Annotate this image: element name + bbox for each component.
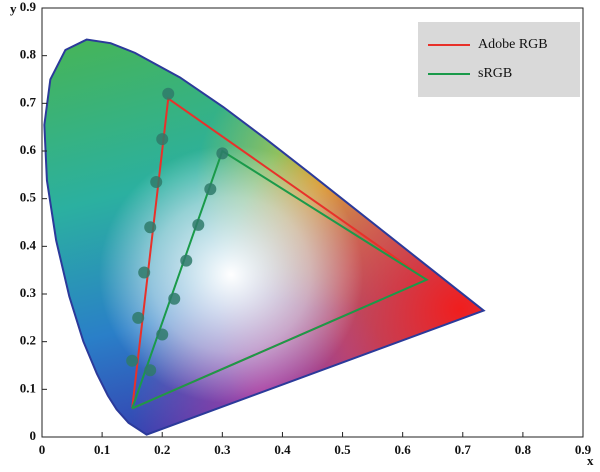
- y-tick-label: 0.5: [20, 190, 37, 205]
- x-tick-label: 0.8: [515, 442, 532, 457]
- y-tick-label: 0.6: [20, 142, 37, 157]
- y-tick-label: 0.1: [20, 380, 36, 395]
- marker: [216, 147, 229, 160]
- marker: [144, 364, 157, 377]
- marker: [126, 354, 139, 367]
- gamut-line: [131, 149, 429, 410]
- marker: [162, 87, 175, 100]
- x-tick-label: 0.9: [575, 442, 592, 457]
- x-tick-label: 0: [39, 442, 46, 457]
- x-axis-label: x: [587, 453, 594, 468]
- marker: [168, 292, 181, 305]
- marker: [180, 254, 193, 267]
- spectral-locus: [43, 38, 486, 436]
- y-tick-label: 0.7: [20, 94, 37, 109]
- y-tick-label: 0.8: [20, 47, 37, 62]
- marker: [156, 328, 169, 341]
- y-tick-label: 0.4: [20, 237, 37, 252]
- marker: [138, 266, 151, 279]
- x-tick-label: 0.7: [455, 442, 472, 457]
- marker: [192, 218, 205, 231]
- marker: [132, 311, 145, 324]
- y-tick-label: 0: [30, 428, 37, 443]
- x-tick-label: 0.2: [154, 442, 170, 457]
- y-tick-label: 0.9: [20, 0, 37, 14]
- x-tick-label: 0.4: [274, 442, 291, 457]
- x-tick-label: 0.5: [334, 442, 351, 457]
- legend-label: Adobe RGB: [478, 37, 548, 52]
- plot-frame: [41, 7, 584, 438]
- marker: [144, 221, 157, 234]
- gamut-fill: [44, 39, 482, 435]
- legend-box: [418, 22, 580, 97]
- marker: [150, 175, 163, 188]
- y-tick-label: 0.2: [20, 333, 36, 348]
- marker: [156, 133, 169, 146]
- legend-label: sRGB: [478, 66, 512, 81]
- marker: [204, 183, 217, 196]
- x-tick-label: 0.6: [395, 442, 412, 457]
- x-tick-label: 0.1: [94, 442, 110, 457]
- y-axis-label: y: [10, 1, 17, 16]
- x-tick-label: 0.3: [214, 442, 231, 457]
- y-tick-label: 0.3: [20, 285, 37, 300]
